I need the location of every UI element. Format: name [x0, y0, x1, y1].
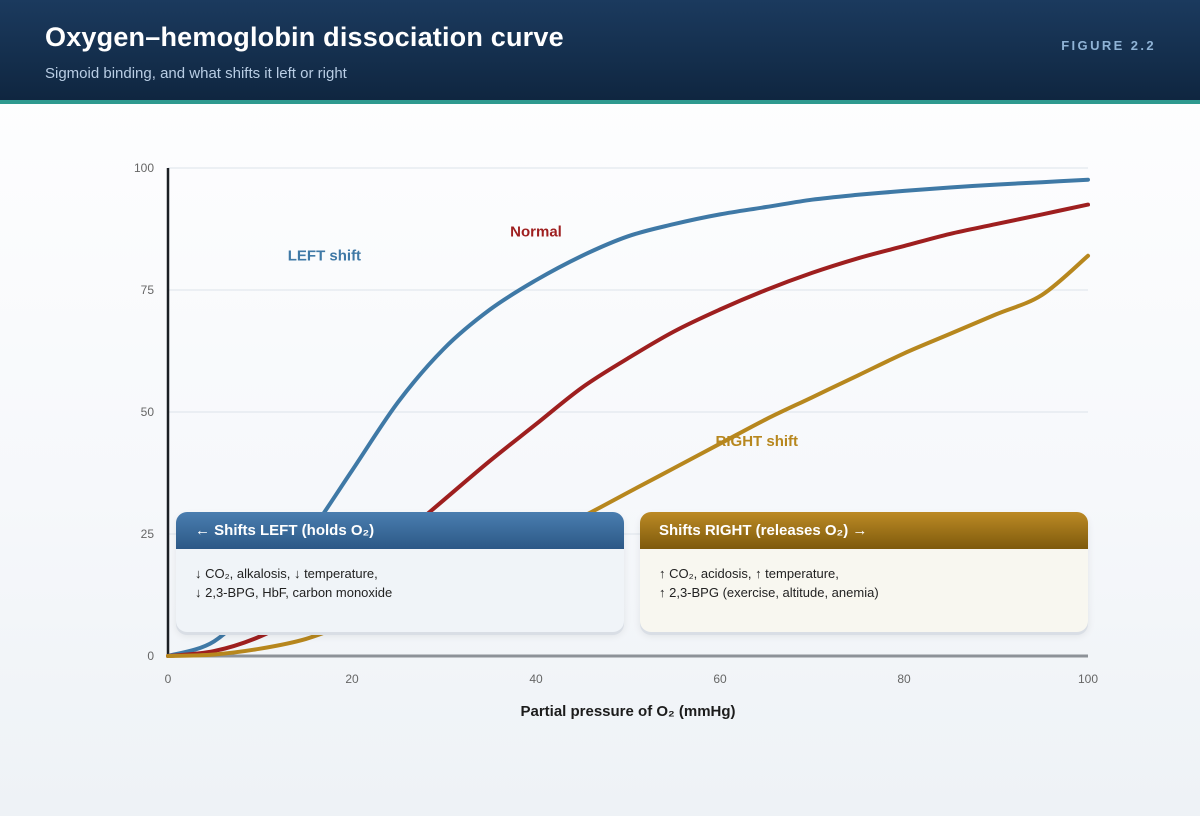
x-tick-label-20: 20	[345, 672, 359, 686]
x-tick-label-80: 80	[897, 672, 911, 686]
right-shift-card-title: Shifts RIGHT (releases O₂) →	[640, 512, 1088, 549]
page-title: Oxygen–hemoglobin dissociation curve	[45, 22, 564, 52]
left-shift-line-2: ↓ 2,3-BPG, HbF, carbon monoxide	[195, 585, 393, 600]
y-tick-label-75: 75	[141, 283, 155, 297]
y-tick-label-100: 100	[134, 161, 154, 175]
x-axis-title: Partial pressure of O₂ (mmHg)	[520, 703, 735, 720]
left-shift-card-title: ← Shifts LEFT (holds O₂)	[176, 512, 624, 549]
y-tick-label-25: 25	[141, 527, 155, 541]
grid-lines	[168, 167, 1088, 535]
axes: 0 25 50 75 100 0 20 40 60 80 100 Partial pressure o…	[134, 161, 1098, 720]
figure-label: FIGURE 2.2	[1061, 38, 1156, 53]
x-tick-label-100: 100	[1078, 672, 1098, 686]
x-tick-label-0: 0	[165, 672, 172, 686]
y-tick-label-50: 50	[141, 405, 155, 419]
left-shift-card: ← Shifts LEFT (holds O₂) ↓ CO₂, alkalosi…	[176, 512, 624, 632]
figure-header: Oxygen–hemoglobin dissociation curve Sig…	[0, 0, 1200, 104]
right-shift-line-1: ↑ CO₂, acidosis, ↑ temperature,	[659, 566, 839, 581]
x-tick-label-40: 40	[529, 672, 543, 686]
y-tick-label-0: 0	[147, 649, 154, 663]
left-shift-line-1: ↓ CO₂, alkalosis, ↓ temperature,	[195, 566, 378, 581]
right-shift-card: Shifts RIGHT (releases O₂) → ↑ CO₂, acid…	[640, 512, 1088, 632]
curve-label-normal: Normal	[510, 223, 562, 240]
curve-labels: LEFT shift Normal RIGHT shift	[288, 223, 798, 450]
curve-label-left-shift: LEFT shift	[288, 248, 361, 265]
page-subtitle: Sigmoid binding, and what shifts it left…	[45, 65, 347, 82]
curve-right-shift	[166, 253, 1090, 658]
right-shift-line-2: ↑ 2,3-BPG (exercise, altitude, anemia)	[659, 585, 879, 600]
x-tick-label-60: 60	[713, 672, 727, 686]
curve-label-right-shift: RIGHT shift	[716, 433, 799, 450]
